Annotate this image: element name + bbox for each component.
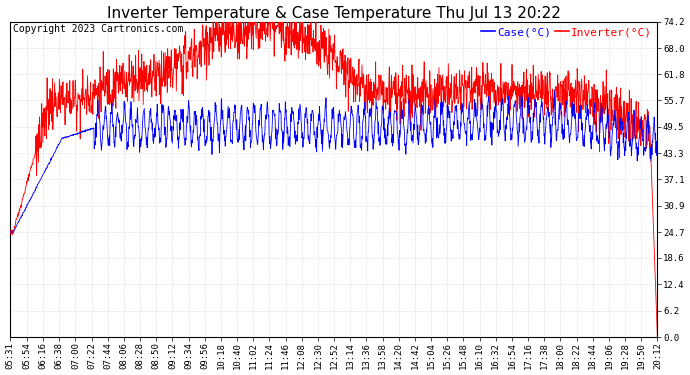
Text: Copyright 2023 Cartronics.com: Copyright 2023 Cartronics.com — [13, 24, 184, 34]
Legend: Case(°C), Inverter(°C): Case(°C), Inverter(°C) — [482, 27, 652, 37]
Title: Inverter Temperature & Case Temperature Thu Jul 13 20:22: Inverter Temperature & Case Temperature … — [107, 6, 561, 21]
